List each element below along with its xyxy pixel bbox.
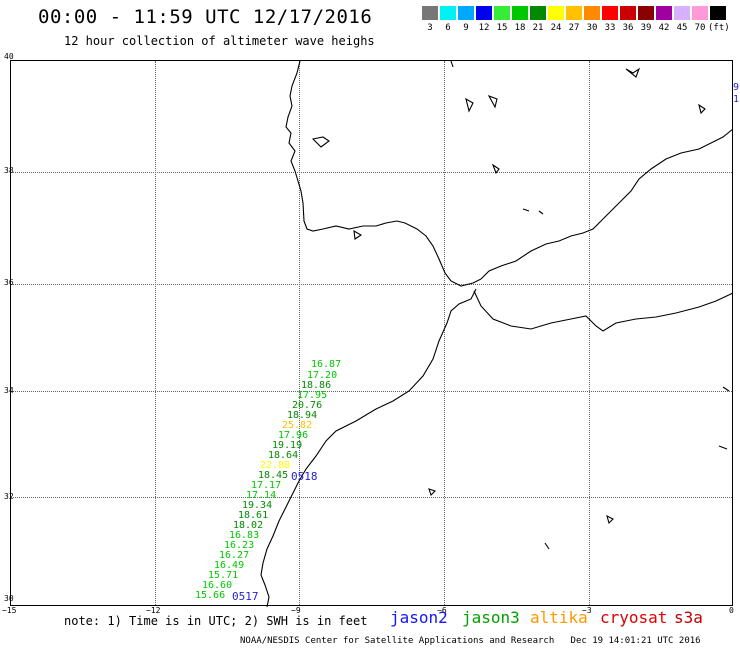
grid-line-lat-32 xyxy=(11,497,732,498)
swh-value-label: 16.60 xyxy=(202,580,233,591)
legend-swatch-label: 27 xyxy=(568,23,580,33)
legend-swatch xyxy=(476,6,492,20)
swh-value-label: 15.66 xyxy=(195,590,226,601)
map-subtitle: 12 hour collection of altimeter wave hei… xyxy=(64,34,375,48)
legend-swatch xyxy=(692,6,708,20)
swh-value-label: 18.94 xyxy=(287,410,318,421)
lat-label-34: 34 xyxy=(4,386,14,395)
legend-swatch-label: 12 xyxy=(478,23,490,33)
swh-value-label: 17.20 xyxy=(307,370,338,381)
satellite-legend-cryosat: cryosat xyxy=(600,608,668,627)
swh-value-label: 16.27 xyxy=(219,550,250,561)
lon-label-minus-3: −3 xyxy=(582,606,592,615)
swh-value-label: 17.14 xyxy=(246,490,277,501)
legend-swatch-label: 42 xyxy=(658,23,670,33)
legend-swatch xyxy=(566,6,582,20)
orbit-tag-0517: 0517 xyxy=(232,590,259,603)
legend-swatch xyxy=(602,6,618,20)
swh-value-label: 15.71 xyxy=(208,570,239,581)
grid-line-lon-3 xyxy=(589,61,590,605)
swh-value-label: 18.61 xyxy=(238,510,269,521)
swh-value-label: 18.45 xyxy=(258,470,289,481)
grid-line-lon-6 xyxy=(444,61,445,605)
legend-swatch-label: 18 xyxy=(514,23,526,33)
legend-swatch xyxy=(548,6,564,20)
legend-swatch xyxy=(620,6,636,20)
swh-value-label: 22.88 xyxy=(260,460,291,471)
legend-swatch xyxy=(440,6,456,20)
legend-swatch-label: 45 xyxy=(676,23,688,33)
swh-value-label: 16.49 xyxy=(214,560,245,571)
lat-label-32: 32 xyxy=(4,492,14,501)
footnote: note: 1) Time is in UTC; 2) SWH is in fe… xyxy=(64,614,368,628)
legend-swatch-label: 9 xyxy=(463,23,469,33)
edge-tag-bottom: 1 xyxy=(733,94,740,105)
satellite-legend-altika: altika xyxy=(530,608,588,627)
map-title: 00:00 - 11:59 UTC 12/17/2016 xyxy=(38,6,373,28)
lon-label-minus-6: −6 xyxy=(437,606,447,615)
legend-swatch-label: 21 xyxy=(532,23,544,33)
swh-value-label: 20.76 xyxy=(292,400,323,411)
legend-swatch-label: 36 xyxy=(622,23,634,33)
grid-line-lon-12 xyxy=(155,61,156,605)
legend-swatch-label: 3 xyxy=(427,23,433,33)
satellite-legend-s3a: s3a xyxy=(674,608,703,627)
swh-value-label: 19.19 xyxy=(272,440,303,451)
satellite-legend-jason2: jason2 xyxy=(390,608,448,627)
legend-swatch-label: (ft) xyxy=(708,23,730,33)
swh-value-label: 17.17 xyxy=(251,480,282,491)
swh-value-label: 18.86 xyxy=(301,380,332,391)
lon-label-minus-12: −12 xyxy=(146,606,161,615)
swh-value-label: 16.87 xyxy=(311,359,342,370)
credit-line: NOAA/NESDIS Center for Satellite Applica… xyxy=(240,636,701,646)
swh-value-label: 17.96 xyxy=(278,430,309,441)
lat-label-30: 30 xyxy=(4,594,14,603)
coastline-map xyxy=(260,61,734,607)
legend-swatch xyxy=(638,6,654,20)
swh-value-label: 18.02 xyxy=(233,520,264,531)
satellite-legend-jason3: jason3 xyxy=(462,608,520,627)
legend-swatch xyxy=(494,6,510,20)
legend-swatch xyxy=(458,6,474,20)
legend-swatch xyxy=(530,6,546,20)
grid-line-lon-9 xyxy=(299,61,300,605)
grid-line-lat-38 xyxy=(11,172,732,173)
swh-value-label: 16.83 xyxy=(229,530,260,541)
legend-swatch-label: 15 xyxy=(496,23,508,33)
grid-line-lat-34 xyxy=(11,391,732,392)
swh-value-label: 17.95 xyxy=(297,390,328,401)
lon-label-minus-9: −9 xyxy=(291,606,301,615)
lon-label-minus-15: −15 xyxy=(2,606,17,615)
legend-swatch xyxy=(584,6,600,20)
map-panel xyxy=(10,60,734,607)
swh-value-label: 25.82 xyxy=(282,420,313,431)
legend-swatch-label: 70 xyxy=(694,23,706,33)
legend-swatch xyxy=(710,6,726,20)
legend-swatch-label: 30 xyxy=(586,23,598,33)
swh-value-label: 19.34 xyxy=(242,500,273,511)
swh-value-label: 18.64 xyxy=(268,450,299,461)
legend-swatch-label: 24 xyxy=(550,23,562,33)
lat-label-38: 38 xyxy=(4,166,14,175)
lat-label-36: 36 xyxy=(4,278,14,287)
lon-label-0: 0 xyxy=(729,606,734,615)
legend-swatch-label: 33 xyxy=(604,23,616,33)
legend-swatch xyxy=(656,6,672,20)
legend-swatch xyxy=(674,6,690,20)
legend-swatch xyxy=(422,6,438,20)
swh-value-label: 16.23 xyxy=(224,540,255,551)
legend-swatch xyxy=(512,6,528,20)
orbit-tag-0518: 0518 xyxy=(291,470,318,483)
edge-tag-top: 9 xyxy=(733,82,740,93)
grid-line-lat-36 xyxy=(11,284,732,285)
legend-swatch-label: 39 xyxy=(640,23,652,33)
legend-swatch-label: 6 xyxy=(445,23,451,33)
lat-label-40: 40 xyxy=(4,52,14,61)
